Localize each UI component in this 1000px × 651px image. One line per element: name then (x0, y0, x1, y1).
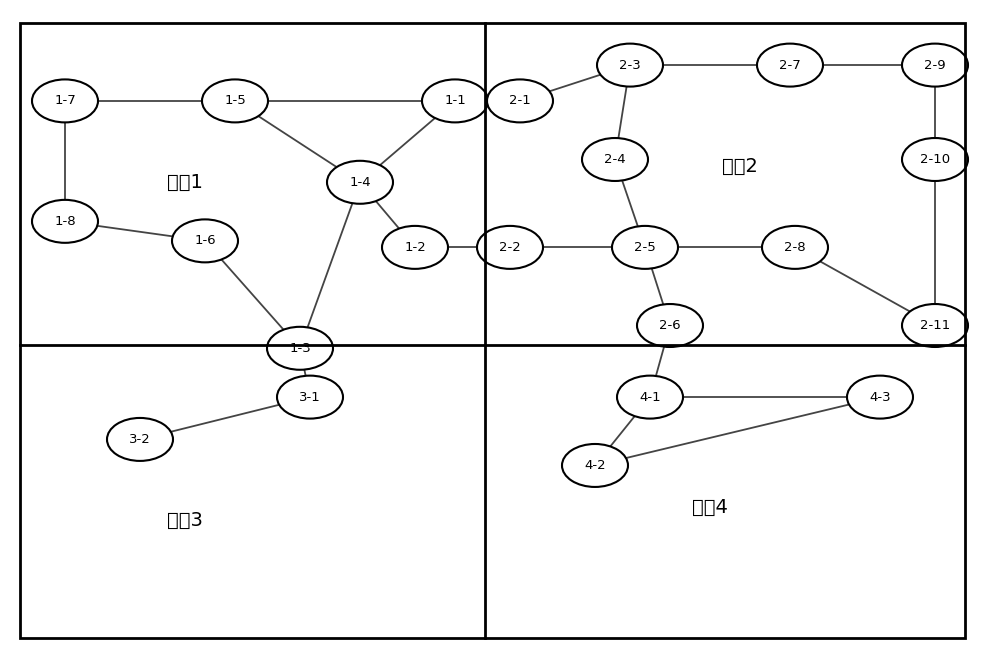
Text: 2-9: 2-9 (924, 59, 946, 72)
Circle shape (32, 79, 98, 122)
Text: 1-8: 1-8 (54, 215, 76, 228)
Circle shape (202, 79, 268, 122)
Circle shape (902, 44, 968, 87)
Circle shape (762, 226, 828, 269)
Circle shape (107, 418, 173, 461)
Text: 2-10: 2-10 (920, 153, 950, 166)
Text: 区块1: 区块1 (167, 173, 203, 192)
Circle shape (757, 44, 823, 87)
Circle shape (327, 161, 393, 204)
Circle shape (617, 376, 683, 419)
Circle shape (277, 376, 343, 419)
Text: 4-2: 4-2 (584, 459, 606, 472)
Circle shape (32, 200, 98, 243)
Text: 2-3: 2-3 (619, 59, 641, 72)
Circle shape (612, 226, 678, 269)
Text: 1-5: 1-5 (224, 94, 246, 107)
Text: 2-7: 2-7 (779, 59, 801, 72)
Text: 1-2: 1-2 (404, 241, 426, 254)
Text: 1-3: 1-3 (289, 342, 311, 355)
Circle shape (422, 79, 488, 122)
Circle shape (597, 44, 663, 87)
Text: 2-11: 2-11 (920, 319, 950, 332)
Text: 1-4: 1-4 (349, 176, 371, 189)
Circle shape (847, 376, 913, 419)
Text: 1-7: 1-7 (54, 94, 76, 107)
Text: 2-6: 2-6 (659, 319, 681, 332)
Text: 2-2: 2-2 (499, 241, 521, 254)
Text: 区块2: 区块2 (722, 156, 758, 176)
Circle shape (582, 138, 648, 181)
Text: 区块4: 区块4 (692, 498, 728, 518)
Text: 2-8: 2-8 (784, 241, 806, 254)
Circle shape (267, 327, 333, 370)
Circle shape (637, 304, 703, 347)
Text: 3-1: 3-1 (299, 391, 321, 404)
Text: 1-1: 1-1 (444, 94, 466, 107)
Text: 3-2: 3-2 (129, 433, 151, 446)
Text: 2-4: 2-4 (604, 153, 626, 166)
Circle shape (382, 226, 448, 269)
Text: 4-1: 4-1 (639, 391, 661, 404)
Text: 4-3: 4-3 (869, 391, 891, 404)
Circle shape (562, 444, 628, 487)
Circle shape (477, 226, 543, 269)
Circle shape (902, 304, 968, 347)
Circle shape (487, 79, 553, 122)
Text: 2-5: 2-5 (634, 241, 656, 254)
Text: 1-6: 1-6 (194, 234, 216, 247)
Circle shape (172, 219, 238, 262)
Text: 区块3: 区块3 (167, 511, 203, 531)
Circle shape (902, 138, 968, 181)
Text: 2-1: 2-1 (509, 94, 531, 107)
